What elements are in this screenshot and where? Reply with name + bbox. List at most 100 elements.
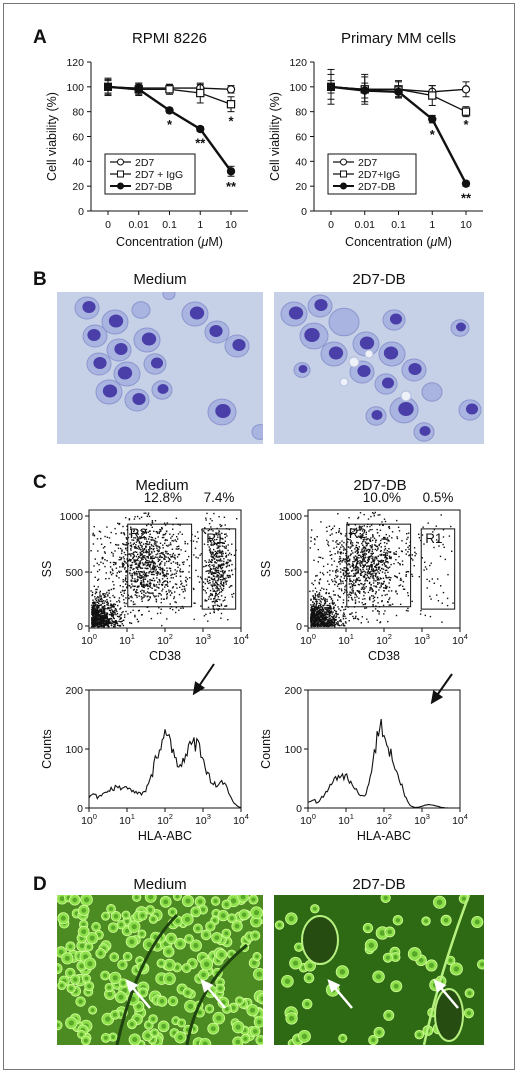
x-tick-label: 101 bbox=[119, 812, 135, 827]
flow-scatter-medium: R2 R1 12.8% 7.4% 0 500 1000 100 101 102 103 104 CD38… bbox=[40, 490, 249, 663]
legend-label: 2D7+IgG bbox=[358, 169, 400, 181]
y-axis-label: SS bbox=[259, 561, 273, 578]
nucleus bbox=[114, 343, 128, 355]
micrograph-b-medium bbox=[57, 292, 263, 444]
chart-title: RPMI 8226 bbox=[132, 30, 207, 47]
chart-title: Primary MM cells bbox=[341, 30, 456, 47]
gate-r2 bbox=[127, 523, 193, 608]
x-tick-label: 101 bbox=[119, 632, 135, 647]
micrograph-d-2d7db bbox=[274, 895, 484, 1045]
series-2d7-db bbox=[104, 80, 236, 177]
nucleus bbox=[359, 336, 375, 350]
x-tick-label: 104 bbox=[233, 812, 249, 827]
x-tick-label: 100 bbox=[300, 812, 316, 827]
y-tick-label: 500 bbox=[284, 567, 302, 579]
tube-structure bbox=[115, 913, 179, 1045]
significance-mark: * bbox=[463, 117, 469, 132]
data-point bbox=[360, 86, 369, 95]
x-tick-label: 103 bbox=[414, 632, 430, 647]
cell bbox=[421, 382, 443, 402]
y-tick-label: 0 bbox=[77, 803, 83, 815]
y-tick-label: 0 bbox=[301, 206, 307, 218]
legend-label: 2D7 + IgG bbox=[135, 169, 183, 181]
nucleus bbox=[465, 403, 479, 415]
legend-marker bbox=[340, 158, 347, 166]
x-tick-label: 102 bbox=[157, 812, 173, 827]
data-point bbox=[226, 100, 236, 109]
data-point bbox=[226, 85, 236, 94]
y-tick-label: 20 bbox=[295, 181, 307, 193]
nucleus bbox=[398, 402, 414, 416]
capillary-structure bbox=[301, 915, 339, 965]
nucleus bbox=[314, 299, 328, 311]
arrow-icon bbox=[125, 978, 151, 1009]
gate-r1-percent: 7.4% bbox=[204, 490, 235, 505]
vacuole bbox=[339, 377, 349, 387]
data-point bbox=[196, 124, 205, 134]
x-tick-label: 103 bbox=[195, 632, 211, 647]
x-tick-label: 0.1 bbox=[391, 219, 406, 231]
x-tick-label: 103 bbox=[414, 812, 430, 827]
data-point bbox=[226, 167, 236, 176]
vacuole bbox=[364, 349, 374, 359]
y-tick-label: 120 bbox=[289, 57, 307, 69]
nucleus bbox=[419, 426, 431, 436]
x-axis-label: Concentration (μM) bbox=[116, 235, 223, 249]
x-tick-label: 103 bbox=[195, 812, 211, 827]
y-tick-label: 0 bbox=[78, 206, 84, 218]
legend-label: 2D7 bbox=[135, 157, 154, 169]
x-tick-label: 0.01 bbox=[129, 219, 150, 231]
vacuole bbox=[400, 390, 412, 402]
x-axis-label: HLA-ABC bbox=[357, 829, 411, 843]
arrow-icon bbox=[430, 673, 453, 705]
y-tick-label: 60 bbox=[295, 132, 307, 144]
x-tick-label: 104 bbox=[452, 812, 468, 827]
x-axis-label: CD38 bbox=[368, 649, 400, 663]
nucleus bbox=[298, 365, 308, 373]
gate-r2 bbox=[346, 523, 412, 608]
cell bbox=[162, 292, 176, 301]
nucleus bbox=[150, 357, 164, 369]
y-tick-label: 80 bbox=[72, 107, 84, 119]
x-tick-label: 10 bbox=[225, 219, 237, 231]
nucleus bbox=[132, 393, 146, 405]
gate-r1-label: R1 bbox=[206, 531, 223, 546]
x-tick-label: 10 bbox=[460, 219, 472, 231]
y-tick-label: 80 bbox=[295, 107, 307, 119]
significance-mark: * bbox=[228, 113, 234, 128]
nucleus bbox=[141, 332, 157, 346]
legend-label: 2D7 bbox=[358, 157, 377, 169]
legend-marker bbox=[340, 182, 347, 190]
y-tick-label: 1000 bbox=[279, 511, 303, 523]
nucleus bbox=[157, 384, 169, 394]
nucleus bbox=[87, 329, 101, 341]
micrograph-d-medium-title: Medium bbox=[133, 876, 186, 893]
micrograph-d-2d7db-title: 2D7-DB bbox=[352, 876, 405, 893]
x-axis-label: HLA-ABC bbox=[138, 829, 192, 843]
micrograph-b-medium-title: Medium bbox=[133, 271, 186, 288]
nucleus bbox=[189, 306, 205, 320]
x-tick-label: 0 bbox=[105, 219, 111, 231]
nucleus bbox=[328, 346, 344, 360]
nucleus bbox=[117, 366, 133, 380]
x-tick-label: 1 bbox=[429, 219, 435, 231]
viability-chart-rpmi: RPMI 8226 0 20 40 60 80 100 120 0 0.01 0.1 1 10Conce… bbox=[45, 30, 248, 249]
y-tick-label: 40 bbox=[72, 156, 84, 168]
nucleus bbox=[381, 377, 395, 389]
y-tick-label: 0 bbox=[296, 803, 302, 815]
micrograph-d-medium bbox=[57, 895, 263, 1045]
y-axis-label: Counts bbox=[40, 729, 54, 769]
x-tick-label: 102 bbox=[157, 632, 173, 647]
y-tick-label: 100 bbox=[289, 82, 307, 94]
plot-frame bbox=[307, 689, 461, 809]
panel-label-c: C bbox=[33, 472, 47, 493]
x-tick-label: 100 bbox=[81, 632, 97, 647]
cell bbox=[131, 301, 151, 319]
gate-r1 bbox=[420, 528, 456, 610]
nucleus bbox=[408, 363, 422, 375]
x-tick-label: 100 bbox=[300, 632, 316, 647]
